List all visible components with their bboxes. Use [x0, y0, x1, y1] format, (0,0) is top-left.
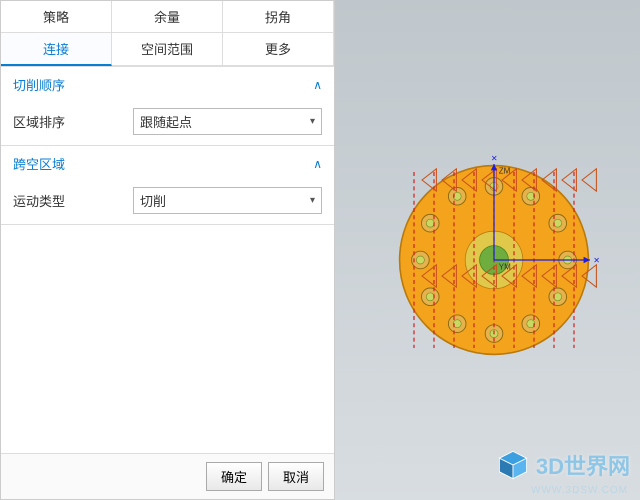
svg-text:YM: YM	[498, 263, 510, 272]
svg-text:✕: ✕	[593, 256, 600, 265]
dropdown-value: 切削	[140, 191, 166, 210]
row-label: 区域排序	[13, 112, 133, 131]
panel-content: 切削顺序 ∧ 区域排序 跟随起点 ▾ 跨空区域 ∧ 运动类型 切削 ▾	[1, 67, 334, 453]
settings-panel: 策略 余量 拐角 连接 空间范围 更多 切削顺序 ∧ 区域排序 跟随起点 ▾ 跨…	[0, 0, 335, 500]
dropdown-value: 跟随起点	[140, 112, 192, 131]
svg-text:✕: ✕	[490, 154, 497, 163]
toolpath-diagram: ZM YM ✕ ✕	[374, 140, 614, 380]
tab-corner[interactable]: 拐角	[223, 1, 334, 33]
tab-containment[interactable]: 空间范围	[112, 33, 223, 66]
caret-down-icon: ▾	[310, 195, 315, 206]
region-sort-dropdown[interactable]: 跟随起点 ▾	[133, 108, 322, 135]
3d-viewport[interactable]: ZM YM ✕ ✕ 3D世界网 WWW.3DSW.COM	[335, 0, 640, 500]
footer: 确定 取消	[1, 453, 334, 499]
tab-more[interactable]: 更多	[223, 33, 334, 66]
caret-down-icon: ▾	[310, 116, 315, 127]
row-label: 运动类型	[13, 191, 133, 210]
section-gap-region: 跨空区域 ∧ 运动类型 切削 ▾	[1, 146, 334, 225]
tab-bar: 策略 余量 拐角 连接 空间范围 更多	[1, 1, 334, 67]
cancel-button[interactable]: 取消	[268, 462, 324, 491]
row-motion-type: 运动类型 切削 ▾	[1, 181, 334, 224]
motion-type-dropdown[interactable]: 切削 ▾	[133, 187, 322, 214]
watermark: 3D世界网	[496, 448, 630, 482]
chevron-up-icon: ∧	[313, 157, 322, 171]
watermark-sub: WWW.3DSW.COM	[531, 485, 628, 496]
section-title: 切削顺序	[13, 75, 65, 94]
section-header-cut-order[interactable]: 切削顺序 ∧	[1, 67, 334, 102]
cube-icon	[496, 448, 530, 482]
section-title: 跨空区域	[13, 154, 65, 173]
watermark-text: 3D世界网	[536, 449, 630, 481]
ok-button[interactable]: 确定	[206, 462, 262, 491]
chevron-up-icon: ∧	[313, 78, 322, 92]
row-region-sort: 区域排序 跟随起点 ▾	[1, 102, 334, 145]
section-header-gap-region[interactable]: 跨空区域 ∧	[1, 146, 334, 181]
tab-strategy[interactable]: 策略	[1, 1, 112, 33]
svg-text:ZM: ZM	[498, 167, 510, 176]
tab-stock[interactable]: 余量	[112, 1, 223, 33]
tab-connect[interactable]: 连接	[1, 33, 112, 66]
section-cut-order: 切削顺序 ∧ 区域排序 跟随起点 ▾	[1, 67, 334, 146]
